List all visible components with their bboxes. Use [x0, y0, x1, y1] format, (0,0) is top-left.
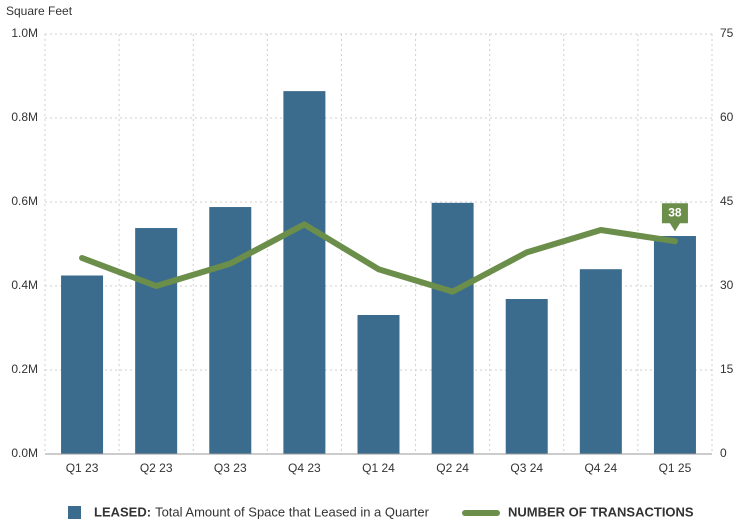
y-tick-label: 0.2M [11, 362, 38, 376]
bar [579, 269, 622, 454]
x-tick-label: Q3 23 [214, 461, 247, 475]
x-tick-label: Q4 23 [288, 461, 321, 475]
y2-tick-label: 15 [720, 362, 734, 376]
legend-label: NUMBER OF TRANSACTIONS [508, 504, 694, 519]
y2-tick-label: 75 [720, 26, 734, 40]
bar [653, 236, 696, 454]
bar [431, 202, 474, 454]
y-axis-label: Square Feet [6, 4, 73, 18]
legend-label: LEASED: [94, 504, 151, 519]
x-tick-label: Q3 24 [510, 461, 543, 475]
legend-swatch [68, 506, 81, 519]
legend-description: Total Amount of Space that Leased in a Q… [155, 504, 430, 519]
x-tick-label: Q1 24 [362, 461, 395, 475]
x-tick-label: Q4 24 [584, 461, 617, 475]
y-tick-label: 0.0M [11, 446, 38, 460]
y-tick-label: 0.8M [11, 110, 38, 124]
x-tick-label: Q1 25 [659, 461, 692, 475]
bar [61, 275, 104, 454]
callout-box [661, 203, 688, 232]
y2-tick-label: 45 [720, 194, 734, 208]
bar [209, 207, 252, 454]
y2-tick-label: 0 [720, 446, 727, 460]
line [79, 221, 678, 295]
bar [135, 228, 178, 454]
data-label: 38 [668, 205, 682, 219]
y2-tick-label: 60 [720, 110, 734, 124]
x-tick-label: Q2 23 [140, 461, 173, 475]
y2-tick-label: 30 [720, 278, 734, 292]
bar [505, 299, 548, 454]
y-tick-label: 1.0M [11, 26, 38, 40]
y-tick-label: 0.6M [11, 194, 38, 208]
y-tick-label: 0.4M [11, 278, 38, 292]
x-tick-label: Q2 24 [436, 461, 469, 475]
x-tick-label: Q1 23 [66, 461, 99, 475]
data-label-callout: 38 [661, 203, 688, 232]
bar [283, 91, 326, 455]
bar [357, 314, 400, 454]
